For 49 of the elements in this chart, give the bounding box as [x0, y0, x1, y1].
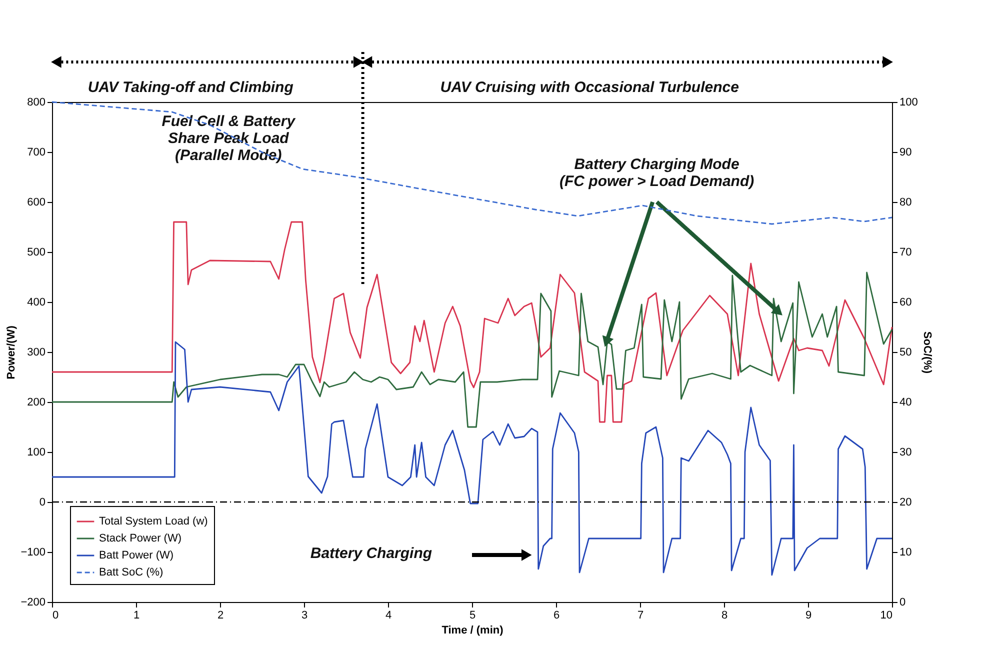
- y-tick-label: 200: [27, 396, 46, 408]
- y-tick-label: 700: [27, 146, 46, 158]
- y2-tick-label: 70: [900, 246, 912, 258]
- y2-tick-label: 60: [900, 296, 912, 308]
- y-axis-title: Power/(W): [6, 325, 18, 380]
- x-tick-label: 10: [880, 610, 892, 622]
- line-series: [51, 272, 893, 428]
- y-tick-label: 300: [27, 346, 46, 358]
- y-tick-label: −200: [20, 596, 46, 608]
- line-series: [51, 101, 893, 225]
- x-tick-label: 6: [553, 610, 560, 622]
- legend-label: Stack Power (W): [99, 532, 182, 544]
- y-tick-label: 800: [27, 96, 46, 108]
- annotation: Battery Charging: [310, 545, 432, 562]
- y2-tick-label: 50: [900, 346, 912, 358]
- legend-label: Batt SoC (%): [99, 566, 164, 578]
- y2-tick-label: 30: [900, 446, 912, 458]
- line-series: [51, 341, 893, 576]
- y-tick-label: 100: [27, 446, 46, 458]
- x-tick-label: 2: [217, 610, 224, 622]
- y2-tick-label: 40: [900, 396, 912, 408]
- annotation: Fuel Cell & Battery Share Peak Load (Parallel Mode): [162, 113, 296, 164]
- x-axis-title: Time / (min): [442, 624, 504, 636]
- y2-tick-label: 80: [900, 196, 912, 208]
- x-tick-label: 3: [301, 610, 308, 622]
- y2-tick-label: 20: [900, 496, 912, 508]
- y-tick-label: 600: [27, 196, 46, 208]
- legend-label: Batt Power (W): [99, 550, 174, 562]
- x-tick-label: 1: [133, 610, 140, 622]
- y2-tick-label: 100: [900, 96, 918, 108]
- x-tick-label: 5: [469, 610, 476, 622]
- y-tick-label: 400: [27, 296, 46, 308]
- x-tick-label: 0: [52, 610, 59, 622]
- text: UAV Cruising with Occasional Turbulence: [440, 79, 739, 96]
- line-series: [51, 221, 893, 423]
- y-tick-label: 0: [39, 496, 46, 508]
- x-tick-label: 7: [637, 610, 644, 622]
- y-tick-label: −100: [20, 546, 46, 558]
- legend-label: Total System Load (w): [99, 516, 208, 528]
- y2-tick-label: 0: [900, 596, 906, 608]
- y2-tick-label: 10: [900, 546, 912, 558]
- x-tick-label: 4: [385, 610, 392, 622]
- annotation: Battery Charging Mode (FC power > Load Demand): [559, 156, 754, 190]
- y-tick-label: 500: [27, 246, 46, 258]
- text: UAV Taking-off and Climbing: [88, 79, 294, 96]
- y2-axis-title: SoC/(%): [920, 331, 933, 374]
- x-tick-label: 9: [805, 610, 812, 622]
- x-tick-label: 8: [721, 610, 728, 622]
- y2-tick-label: 90: [900, 146, 912, 158]
